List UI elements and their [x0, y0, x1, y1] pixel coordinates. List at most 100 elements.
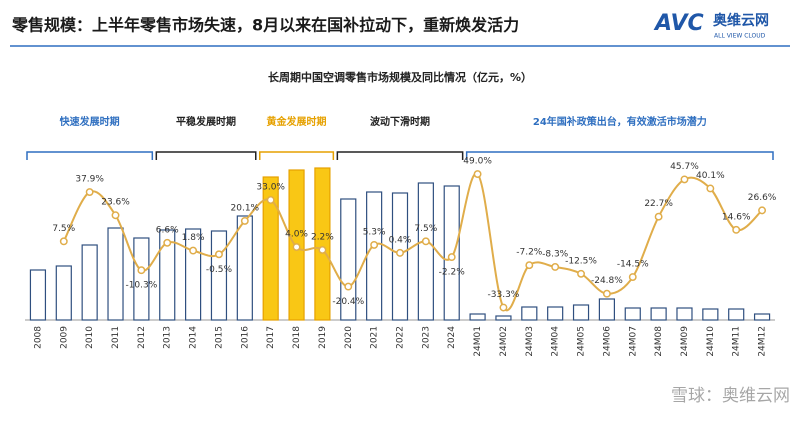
growth-marker — [706, 184, 715, 193]
growth-marker — [240, 216, 249, 225]
x-tick-label: 24M02 — [499, 326, 509, 357]
period-bracket — [155, 151, 257, 160]
growth-marker — [551, 263, 560, 271]
data-label: 7.5% — [414, 224, 437, 234]
x-tick-label: 24M09 — [680, 326, 690, 357]
bar — [29, 269, 47, 321]
growth-marker — [602, 289, 611, 298]
bar — [81, 244, 98, 321]
period-label: 平稳发展时期 — [176, 115, 236, 128]
x-tick-label: 24M06 — [602, 326, 612, 357]
data-label: 4.0% — [285, 230, 308, 240]
bar — [547, 306, 564, 321]
data-label: 20.1% — [231, 203, 260, 213]
data-label: -33.3% — [488, 290, 520, 300]
growth-marker — [163, 238, 172, 247]
bar — [443, 185, 460, 321]
slide-title: 零售规模：上半年零售市场失速，8月以来在国补拉动下，重新焕发活力 — [11, 16, 519, 35]
data-label: 26.6% — [748, 193, 777, 203]
plot: 快速发展时期 平稳发展时期 黄金发展时期 波动下滑时期 24年国补政策出台，有效激活市场… — [25, 115, 777, 357]
data-label: 6.6% — [156, 225, 179, 235]
x-tick-label: 24M10 — [706, 326, 716, 357]
x-tick-label: 24M12 — [758, 326, 768, 357]
growth-marker — [499, 303, 508, 312]
x-tick-label: 2020 — [344, 326, 354, 349]
x-tick-label: 2012 — [137, 326, 147, 349]
x-tick-label: 2023 — [421, 326, 431, 349]
period-bracket — [26, 151, 154, 160]
x-tick-label: 2024 — [447, 326, 457, 349]
growth-marker — [447, 253, 456, 262]
bar — [676, 307, 693, 321]
x-tick-label: 24M05 — [577, 326, 587, 357]
bar — [521, 306, 538, 321]
growth-marker — [370, 240, 379, 249]
data-label: 7.5% — [52, 224, 75, 234]
x-tick-label: 2016 — [240, 326, 250, 349]
bar — [728, 308, 745, 321]
data-label: 23.6% — [101, 198, 130, 208]
data-label: -14.5% — [617, 260, 649, 270]
x-tick-label: 24M04 — [551, 326, 561, 357]
x-tick-label: 2010 — [85, 326, 95, 349]
growth-marker — [577, 269, 585, 278]
bar — [133, 237, 150, 321]
growth-marker — [266, 196, 275, 204]
bar — [495, 315, 512, 321]
period-label: 快速发展时期 — [59, 115, 120, 128]
period-bracket — [336, 151, 464, 160]
growth-marker — [654, 212, 663, 221]
x-tick-label: 2017 — [266, 326, 276, 349]
period-bracket — [465, 151, 774, 160]
bar — [236, 215, 253, 321]
bar — [417, 182, 434, 321]
data-label: 1.8% — [182, 233, 205, 243]
data-label: 40.1% — [696, 171, 725, 181]
x-tick-label: 24M08 — [654, 326, 664, 357]
data-label: 2.2% — [311, 232, 334, 242]
growth-marker — [732, 225, 741, 234]
bar — [107, 227, 124, 321]
period-label: 波动下滑时期 — [370, 115, 430, 128]
data-label: 37.9% — [75, 175, 104, 185]
logo-tagline: ALL VIEW CLOUD — [714, 33, 766, 40]
data-label: 33.0% — [256, 183, 285, 193]
bar — [702, 308, 719, 321]
x-tick-label: 2014 — [189, 326, 199, 349]
data-label: 22.7% — [644, 199, 673, 209]
growth-marker — [318, 245, 327, 254]
data-label: -12.5% — [565, 256, 597, 266]
growth-marker — [344, 282, 353, 291]
x-tick-label: 2011 — [111, 326, 121, 349]
growth-marker — [421, 237, 430, 246]
data-label: -8.3% — [542, 249, 569, 259]
x-tick-label: 24M01 — [473, 326, 483, 357]
growth-marker — [628, 273, 637, 281]
x-tick-label: 2021 — [370, 326, 380, 349]
growth-marker — [525, 261, 534, 270]
x-tick-label: 2009 — [59, 326, 69, 349]
period-label: 24年国补政策出台，有效激活市场潜力 — [533, 115, 707, 128]
bar — [753, 313, 771, 321]
x-tick-label: 2013 — [163, 326, 173, 349]
x-tick-label: 2018 — [292, 326, 302, 349]
data-label: 45.7% — [670, 162, 699, 172]
growth-marker — [758, 206, 767, 215]
growth-marker — [111, 211, 120, 220]
bar — [624, 307, 641, 321]
growth-marker — [85, 188, 94, 197]
bar — [262, 176, 279, 321]
growth-marker — [189, 246, 198, 255]
data-label: 49.0% — [463, 157, 492, 167]
bar — [314, 167, 331, 321]
bar — [572, 304, 590, 321]
x-tick-label: 24M11 — [732, 326, 742, 357]
data-label: -20.4% — [332, 297, 364, 307]
bar — [650, 307, 667, 321]
data-label: 5.3% — [363, 227, 386, 237]
x-tick-label: 2019 — [318, 326, 328, 349]
period-bracket — [259, 151, 335, 160]
growth-marker — [473, 170, 482, 179]
bar — [469, 313, 486, 321]
x-tick-label: 2015 — [214, 326, 224, 349]
